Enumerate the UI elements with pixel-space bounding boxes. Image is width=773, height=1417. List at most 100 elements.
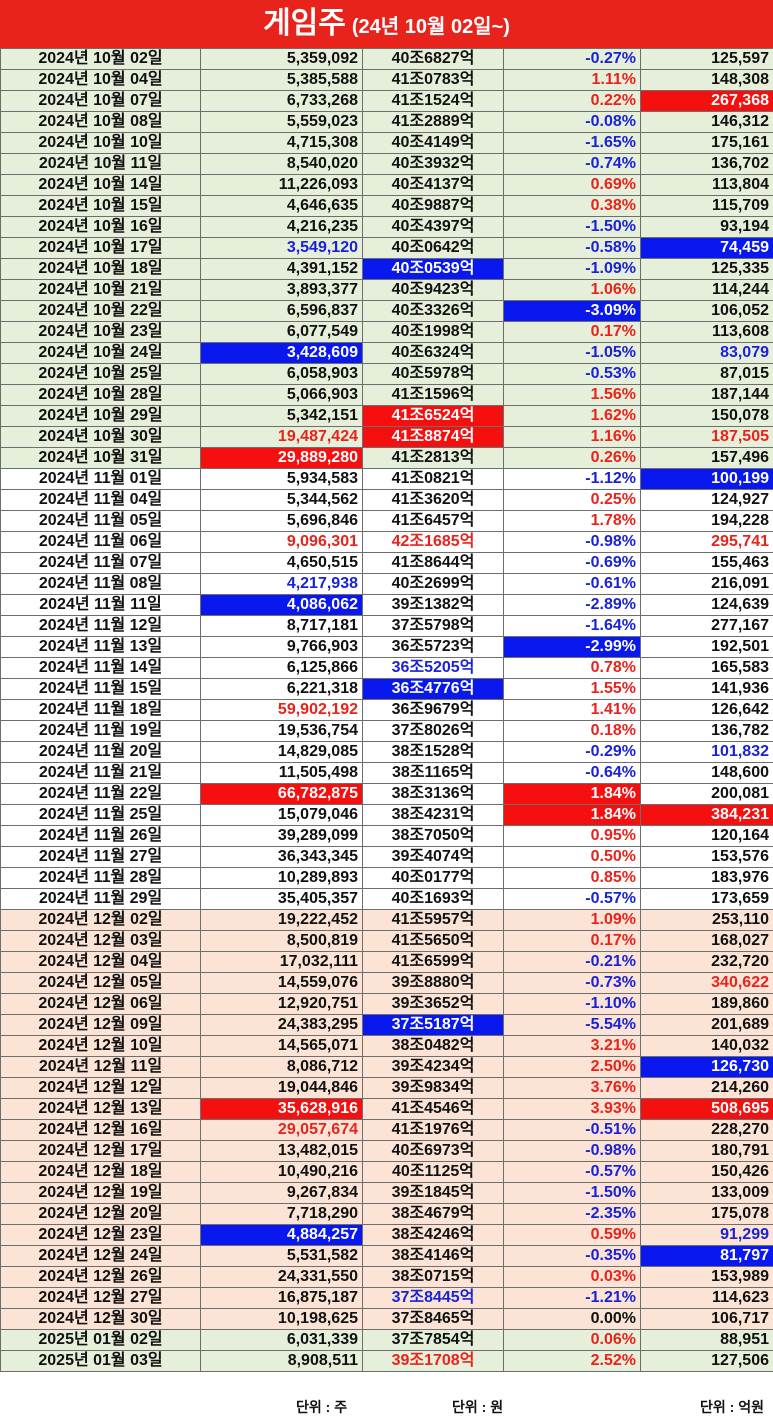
trade-volume-cell: 13,482,015 bbox=[201, 1141, 363, 1162]
trade-date-cell: 2024년 11월 18일 bbox=[1, 700, 201, 721]
trading-value-cell: 175,078 bbox=[641, 1204, 773, 1225]
trade-volume-cell: 24,383,295 bbox=[201, 1015, 363, 1036]
change-rate-cell: 0.69% bbox=[504, 175, 641, 196]
change-rate-cell: -0.98% bbox=[504, 532, 641, 553]
trade-date-cell: 2024년 10월 02일 bbox=[1, 49, 201, 70]
trade-volume-cell: 6,125,866 bbox=[201, 658, 363, 679]
market-cap-cell: 37조5798억 bbox=[363, 616, 504, 637]
page-title: 게임주(24년 10월 02일~) bbox=[0, 0, 773, 48]
trade-volume-cell: 6,221,318 bbox=[201, 679, 363, 700]
change-rate-cell: -1.05% bbox=[504, 343, 641, 364]
change-rate-cell: -0.29% bbox=[504, 742, 641, 763]
trade-volume-cell: 14,565,071 bbox=[201, 1036, 363, 1057]
trade-date-cell: 2024년 11월 25일 bbox=[1, 805, 201, 826]
change-rate-cell: 1.11% bbox=[504, 70, 641, 91]
market-cap-cell: 40조5978억 bbox=[363, 364, 504, 385]
trade-date-cell: 2024년 10월 10일 bbox=[1, 133, 201, 154]
market-cap-cell: 38조1528억 bbox=[363, 742, 504, 763]
trading-value-cell: 295,741 bbox=[641, 532, 773, 553]
trading-value-cell: 192,501 bbox=[641, 637, 773, 658]
trade-volume-cell: 5,066,903 bbox=[201, 385, 363, 406]
trade-date-cell: 2024년 10월 18일 bbox=[1, 259, 201, 280]
trading-value-cell: 125,597 bbox=[641, 49, 773, 70]
trade-date-cell: 2024년 12월 11일 bbox=[1, 1057, 201, 1078]
trade-volume-cell: 5,359,092 bbox=[201, 49, 363, 70]
change-rate-cell: -1.50% bbox=[504, 217, 641, 238]
market-cap-cell: 37조8465억 bbox=[363, 1309, 504, 1330]
trade-date-cell: 2024년 11월 26일 bbox=[1, 826, 201, 847]
change-rate-cell: 1.41% bbox=[504, 700, 641, 721]
trade-volume-cell: 9,766,903 bbox=[201, 637, 363, 658]
change-rate-cell: 1.06% bbox=[504, 280, 641, 301]
trade-date-cell: 2024년 10월 29일 bbox=[1, 406, 201, 427]
trading-value-cell: 267,368 bbox=[641, 91, 773, 112]
market-cap-cell: 40조1125억 bbox=[363, 1162, 504, 1183]
trading-value-cell: 146,312 bbox=[641, 112, 773, 133]
trading-value-cell: 91,299 bbox=[641, 1225, 773, 1246]
change-rate-cell: 0.26% bbox=[504, 448, 641, 469]
market-cap-cell: 36조4776억 bbox=[363, 679, 504, 700]
trade-volume-cell: 4,216,235 bbox=[201, 217, 363, 238]
market-cap-cell: 41조5650억 bbox=[363, 931, 504, 952]
market-cap-cell: 40조1998억 bbox=[363, 322, 504, 343]
change-rate-cell: -1.10% bbox=[504, 994, 641, 1015]
change-rate-cell: -0.35% bbox=[504, 1246, 641, 1267]
change-rate-cell: 0.17% bbox=[504, 322, 641, 343]
trade-volume-cell: 4,650,515 bbox=[201, 553, 363, 574]
trade-volume-cell: 14,829,085 bbox=[201, 742, 363, 763]
trade-date-cell: 2024년 11월 11일 bbox=[1, 595, 201, 616]
market-cap-cell: 41조8644억 bbox=[363, 553, 504, 574]
trading-value-cell: 187,144 bbox=[641, 385, 773, 406]
trade-date-cell: 2024년 12월 04일 bbox=[1, 952, 201, 973]
change-rate-cell: 2.52% bbox=[504, 1351, 641, 1372]
change-rate-cell: 0.78% bbox=[504, 658, 641, 679]
trade-date-cell: 2024년 11월 12일 bbox=[1, 616, 201, 637]
trade-volume-cell: 10,289,893 bbox=[201, 868, 363, 889]
market-cap-cell: 38조4246억 bbox=[363, 1225, 504, 1246]
change-rate-cell: 1.84% bbox=[504, 784, 641, 805]
change-rate-cell: -0.74% bbox=[504, 154, 641, 175]
trade-volume-cell: 39,289,099 bbox=[201, 826, 363, 847]
change-rate-cell: -0.69% bbox=[504, 553, 641, 574]
market-cap-cell: 40조0177억 bbox=[363, 868, 504, 889]
change-rate-cell: 3.93% bbox=[504, 1099, 641, 1120]
trade-volume-cell: 3,893,377 bbox=[201, 280, 363, 301]
change-rate-cell: -0.61% bbox=[504, 574, 641, 595]
title-subtitle: (24년 10월 02일~) bbox=[352, 16, 510, 38]
change-rate-cell: -1.09% bbox=[504, 259, 641, 280]
market-cap-cell: 40조0539억 bbox=[363, 259, 504, 280]
trading-value-cell: 106,052 bbox=[641, 301, 773, 322]
change-rate-cell: 0.00% bbox=[504, 1309, 641, 1330]
trade-volume-cell: 10,198,625 bbox=[201, 1309, 363, 1330]
market-cap-cell: 41조2889억 bbox=[363, 112, 504, 133]
trade-date-cell: 2024년 11월 29일 bbox=[1, 889, 201, 910]
change-rate-cell: 0.06% bbox=[504, 1330, 641, 1351]
trade-date-cell: 2024년 10월 15일 bbox=[1, 196, 201, 217]
trade-volume-cell: 8,717,181 bbox=[201, 616, 363, 637]
trade-date-cell: 2024년 11월 28일 bbox=[1, 868, 201, 889]
market-cap-cell: 39조1845억 bbox=[363, 1183, 504, 1204]
market-cap-cell: 36조5723억 bbox=[363, 637, 504, 658]
market-cap-cell: 39조8880억 bbox=[363, 973, 504, 994]
unit-trading-value: 단위 : 억원 bbox=[700, 1397, 764, 1417]
trading-value-cell: 148,600 bbox=[641, 763, 773, 784]
market-cap-cell: 41조1596억 bbox=[363, 385, 504, 406]
trading-value-cell: 148,308 bbox=[641, 70, 773, 91]
trade-date-cell: 2025년 01월 02일 bbox=[1, 1330, 201, 1351]
change-rate-cell: -0.57% bbox=[504, 1162, 641, 1183]
